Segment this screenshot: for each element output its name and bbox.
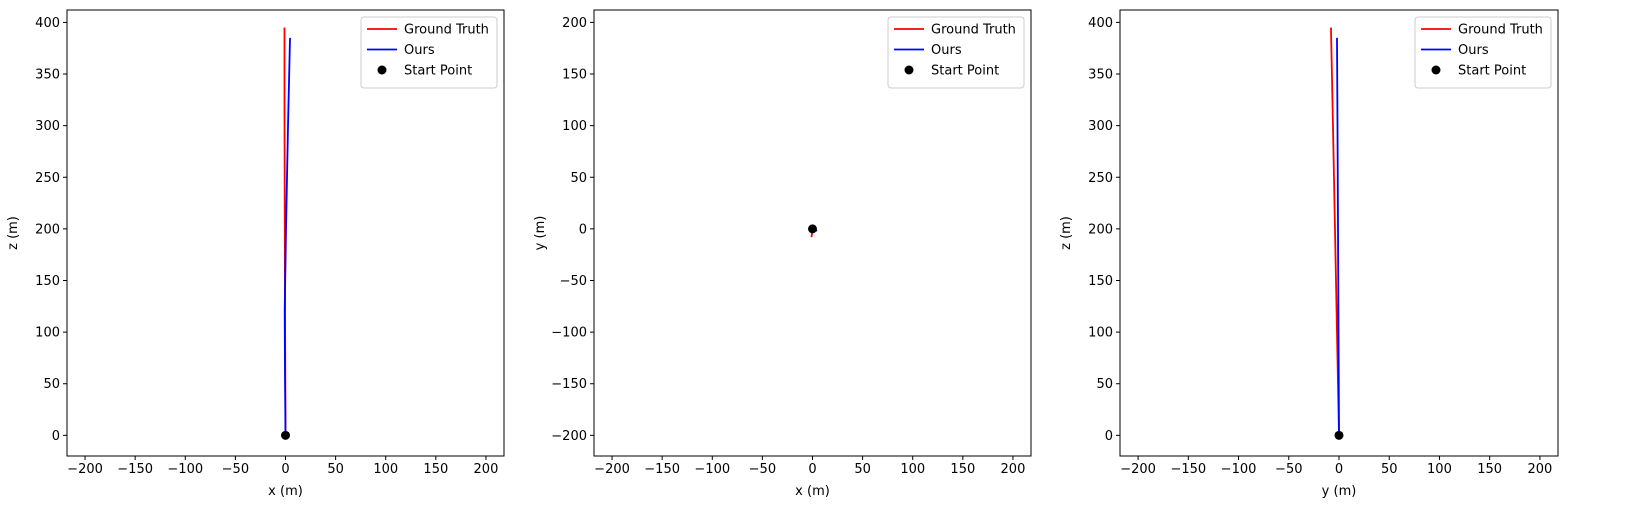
x-tick-label: −50 xyxy=(749,462,776,477)
legend-label: Ours xyxy=(404,43,435,58)
start-point-marker xyxy=(808,224,817,234)
legend-dot-swatch xyxy=(377,65,387,75)
x-tick-label: −100 xyxy=(694,462,730,477)
x-tick-label: 0 xyxy=(1335,462,1343,477)
chart-panel-2: −200 −150 −100 −50 0 50 100 150 200 −200 −150 −100 −… xyxy=(533,9,1032,499)
y-tick-label: 0 xyxy=(52,429,60,444)
y-tick-label: 250 xyxy=(1088,171,1113,186)
y-tick-label: 150 xyxy=(562,68,587,83)
y-tick-label: 0 xyxy=(1105,429,1113,444)
x-tick-label: −100 xyxy=(1221,462,1257,477)
y-axis-label: y (m) xyxy=(533,216,548,251)
legend-label: Ours xyxy=(1458,43,1489,58)
chart-panel-3: −200 −150 −100 −50 0 50 100 150 200 0 50 100 150 200 2… xyxy=(1059,9,1559,499)
y-tick-label: 100 xyxy=(1088,326,1113,341)
y-tick-label: 0 xyxy=(579,222,587,237)
y-tick-label: 400 xyxy=(1088,16,1113,31)
x-tick-label: 50 xyxy=(854,462,871,477)
x-tick-label: −50 xyxy=(1275,462,1302,477)
series-line-ours xyxy=(283,37,291,436)
y-tick-label: −50 xyxy=(560,274,587,289)
legend: Ground Truth Ours Start Point xyxy=(887,16,1025,89)
legend-box xyxy=(1414,16,1552,89)
legend-label: Ground Truth xyxy=(404,23,489,38)
x-tick-label: −50 xyxy=(222,462,249,477)
y-tick-label: −150 xyxy=(551,377,587,392)
y-tick-label: −100 xyxy=(551,326,587,341)
y-tick-label: 50 xyxy=(1096,377,1113,392)
start-point-marker xyxy=(281,430,290,440)
x-tick-label: 100 xyxy=(1427,462,1452,477)
x-tick-label: 150 xyxy=(423,462,448,477)
legend-label: Start Point xyxy=(931,64,999,79)
legend-dot-swatch xyxy=(904,65,914,75)
x-tick-label: −100 xyxy=(167,462,203,477)
series-line-ours xyxy=(1336,37,1340,436)
legend-label: Ground Truth xyxy=(931,23,1016,38)
y-tick-label: 150 xyxy=(1088,274,1113,289)
legend: Ground Truth Ours Start Point xyxy=(360,16,498,89)
x-axis-label: x (m) xyxy=(268,484,303,499)
y-axis-label: z (m) xyxy=(1059,216,1074,250)
y-axis-label: z (m) xyxy=(6,216,21,250)
legend-box xyxy=(360,16,498,89)
x-tick-label: 100 xyxy=(900,462,925,477)
y-tick-label: 300 xyxy=(1088,119,1113,134)
x-tick-label: 50 xyxy=(327,462,344,477)
y-tick-label: 50 xyxy=(43,377,60,392)
x-tick-label: −150 xyxy=(117,462,153,477)
legend: Ground Truth Ours Start Point xyxy=(1414,16,1552,89)
x-tick-label: 200 xyxy=(1528,462,1553,477)
x-tick-label: 150 xyxy=(1477,462,1502,477)
x-tick-label: 200 xyxy=(1001,462,1026,477)
chart-panel-1: −200 −150 −100 −50 0 50 100 150 200 0 50 100 150 200 2… xyxy=(6,9,505,499)
y-tick-label: 300 xyxy=(35,119,60,134)
y-tick-label: 350 xyxy=(35,68,60,83)
legend-label: Ours xyxy=(931,43,962,58)
start-point-marker xyxy=(1334,430,1344,440)
y-tick-label: 100 xyxy=(35,326,60,341)
y-tick-label: 50 xyxy=(570,171,587,186)
y-tick-label: 400 xyxy=(35,16,60,31)
x-axis-label: x (m) xyxy=(795,484,830,499)
y-tick-label: 350 xyxy=(1088,68,1113,83)
legend-dot-swatch xyxy=(1431,65,1441,75)
x-tick-label: −150 xyxy=(644,462,680,477)
y-tick-label: 250 xyxy=(35,171,60,186)
x-tick-label: 200 xyxy=(474,462,499,477)
x-tick-label: −200 xyxy=(594,462,630,477)
y-tick-label: 150 xyxy=(35,274,60,289)
x-tick-label: 100 xyxy=(373,462,398,477)
x-axis-label: y (m) xyxy=(1322,484,1357,499)
y-tick-label: 200 xyxy=(1088,222,1113,237)
x-tick-label: 0 xyxy=(281,462,289,477)
x-tick-label: 0 xyxy=(808,462,816,477)
x-tick-label: 50 xyxy=(1381,462,1398,477)
y-tick-label: 100 xyxy=(562,119,587,134)
legend-label: Start Point xyxy=(404,64,472,79)
y-tick-label: 200 xyxy=(562,16,587,31)
series-line-ground-truth xyxy=(1330,27,1340,436)
x-tick-label: −200 xyxy=(1120,462,1156,477)
x-tick-label: −200 xyxy=(67,462,103,477)
x-tick-label: 150 xyxy=(950,462,975,477)
y-tick-label: −200 xyxy=(551,429,587,444)
x-tick-label: −150 xyxy=(1170,462,1206,477)
legend-box xyxy=(887,16,1025,89)
legend-label: Ground Truth xyxy=(1458,23,1543,38)
y-tick-label: 200 xyxy=(35,222,60,237)
legend-label: Start Point xyxy=(1458,64,1526,79)
